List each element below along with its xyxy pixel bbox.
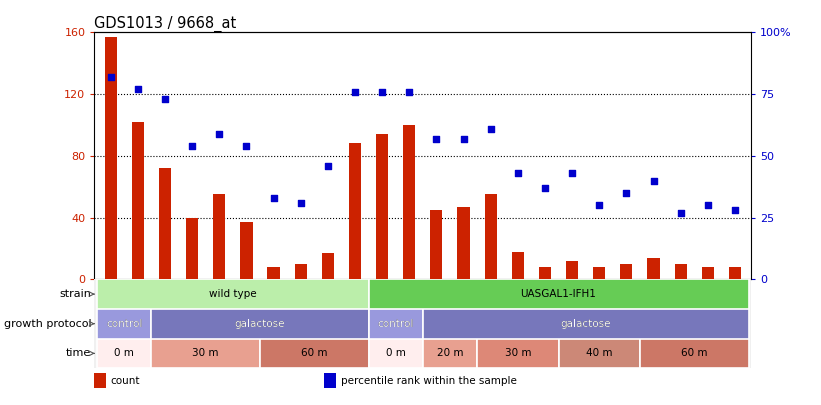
- Point: [457, 135, 470, 142]
- Bar: [369, 339, 423, 368]
- Text: control: control: [106, 319, 143, 329]
- Bar: [423, 339, 477, 368]
- Point: [511, 170, 525, 176]
- Bar: [539, 267, 551, 279]
- Bar: [369, 279, 749, 309]
- Text: count: count: [111, 375, 140, 386]
- Bar: [675, 264, 686, 279]
- Text: 0 m: 0 m: [386, 348, 406, 358]
- Point: [566, 170, 579, 176]
- Point: [267, 194, 280, 201]
- Bar: [241, 222, 253, 279]
- Bar: [268, 267, 280, 279]
- Text: 60 m: 60 m: [681, 348, 708, 358]
- Bar: [423, 309, 749, 339]
- Point: [701, 202, 714, 209]
- Text: 60 m: 60 m: [301, 348, 328, 358]
- Text: control: control: [378, 319, 414, 329]
- Bar: [403, 125, 415, 279]
- Point: [375, 88, 388, 95]
- Point: [348, 88, 361, 95]
- Bar: [640, 339, 749, 368]
- Bar: [260, 339, 369, 368]
- Text: wild type: wild type: [209, 289, 257, 299]
- Point: [620, 190, 633, 196]
- Text: control: control: [106, 319, 143, 329]
- Point: [539, 185, 552, 191]
- Point: [674, 209, 687, 216]
- Bar: [511, 252, 524, 279]
- Point: [430, 135, 443, 142]
- Text: galactose: galactose: [561, 319, 611, 329]
- Bar: [104, 37, 117, 279]
- Text: time: time: [66, 348, 91, 358]
- Text: 30 m: 30 m: [192, 348, 219, 358]
- Bar: [484, 194, 497, 279]
- Point: [647, 177, 660, 184]
- Bar: [477, 339, 558, 368]
- Bar: [376, 134, 388, 279]
- Text: galactose: galactose: [561, 319, 611, 329]
- Bar: [729, 267, 741, 279]
- Text: GDS1013 / 9668_at: GDS1013 / 9668_at: [94, 16, 236, 32]
- Bar: [131, 122, 144, 279]
- Point: [104, 74, 117, 80]
- Bar: [151, 339, 260, 368]
- Text: UASGAL1-IFH1: UASGAL1-IFH1: [521, 289, 596, 299]
- Bar: [457, 207, 470, 279]
- Text: galactose: galactose: [235, 319, 285, 329]
- Point: [213, 130, 226, 137]
- Bar: [593, 267, 605, 279]
- Bar: [94, 279, 751, 309]
- Bar: [295, 264, 307, 279]
- Bar: [159, 168, 171, 279]
- Bar: [324, 373, 336, 388]
- Bar: [620, 264, 632, 279]
- Point: [484, 126, 498, 132]
- Bar: [97, 279, 369, 309]
- Bar: [151, 309, 369, 339]
- Text: galactose: galactose: [235, 319, 285, 329]
- Text: 30 m: 30 m: [505, 348, 531, 358]
- Point: [158, 96, 172, 102]
- Bar: [430, 210, 443, 279]
- Bar: [648, 258, 659, 279]
- Text: 20 m: 20 m: [437, 348, 463, 358]
- Text: 40 m: 40 m: [586, 348, 612, 358]
- Text: strain: strain: [59, 289, 91, 299]
- Text: percentile rank within the sample: percentile rank within the sample: [341, 375, 516, 386]
- Bar: [369, 309, 423, 339]
- Point: [402, 88, 415, 95]
- Point: [593, 202, 606, 209]
- Bar: [213, 194, 226, 279]
- Point: [294, 200, 307, 206]
- Text: growth protocol: growth protocol: [3, 319, 91, 329]
- Bar: [97, 339, 151, 368]
- Bar: [94, 373, 106, 388]
- Text: 0 m: 0 m: [114, 348, 134, 358]
- Text: control: control: [378, 319, 414, 329]
- Point: [131, 86, 144, 92]
- Point: [186, 143, 199, 149]
- Bar: [349, 143, 361, 279]
- Bar: [702, 267, 714, 279]
- Point: [240, 143, 253, 149]
- Bar: [186, 217, 198, 279]
- Bar: [558, 339, 640, 368]
- Point: [321, 162, 334, 169]
- Point: [728, 207, 741, 213]
- Bar: [322, 253, 334, 279]
- Bar: [97, 309, 151, 339]
- Bar: [566, 261, 578, 279]
